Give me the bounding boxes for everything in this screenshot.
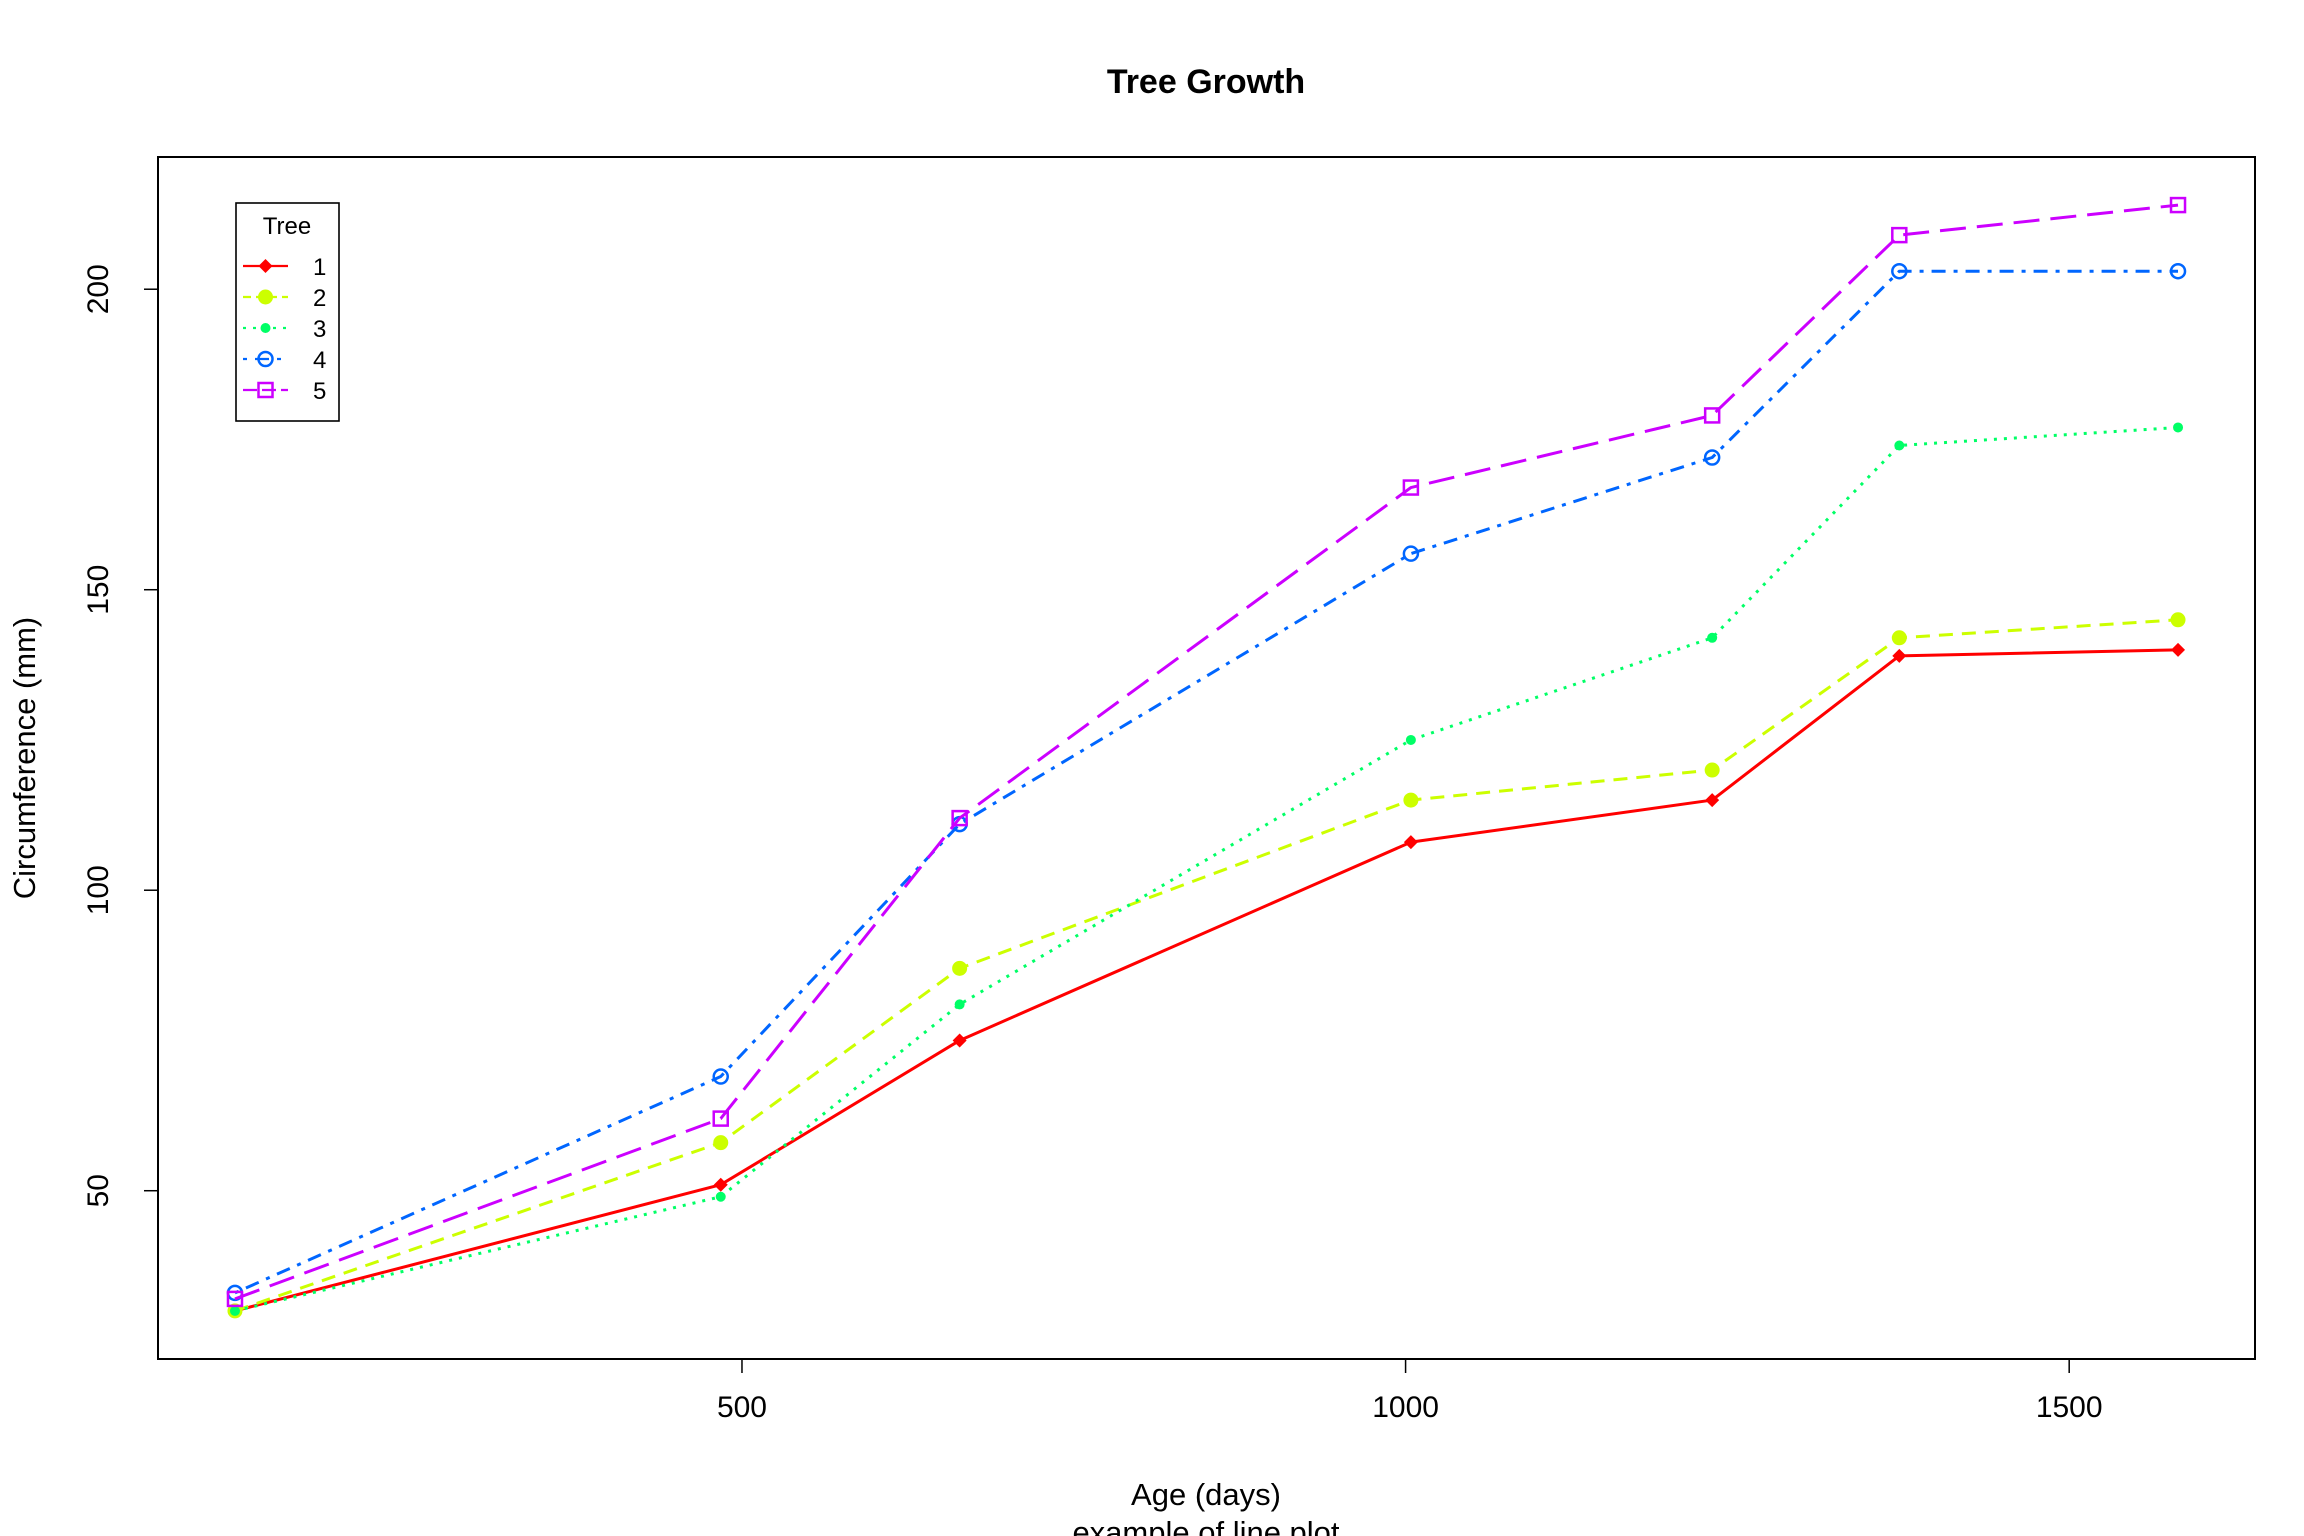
data-point: [952, 960, 968, 976]
legend-label: 3: [313, 316, 326, 343]
data-point: [1892, 648, 1907, 663]
data-point: [2170, 612, 2186, 628]
series-line: [234, 203, 2179, 1301]
legend-marker: [257, 350, 274, 368]
legend-label: 2: [313, 285, 326, 312]
data-point: [226, 1290, 244, 1308]
series-line: [234, 648, 2179, 1313]
data-point: [952, 1033, 967, 1048]
legend-label: 4: [313, 347, 326, 374]
legend-label: 1: [313, 254, 326, 281]
series-1: [227, 642, 2186, 1318]
plot-frame: [157, 156, 2256, 1360]
data-point: [1704, 762, 1720, 778]
y-tick-label: 200: [82, 264, 115, 314]
legend-item-2: 2: [243, 285, 326, 312]
data-point: [951, 809, 968, 827]
y-tick-label: 150: [82, 565, 115, 615]
legend-title: Tree: [263, 213, 311, 240]
chart-subtitle: example of line plot: [1072, 1515, 1339, 1536]
data-point: [1703, 407, 1721, 424]
legend-item-1: 1: [243, 254, 326, 281]
series-line: [234, 425, 2179, 1313]
legend-label: 5: [313, 378, 326, 405]
data-point: [713, 1177, 728, 1192]
legend-box: [235, 202, 340, 422]
legend-items: 1 2 3 4 5: [243, 254, 326, 405]
data-point: [1703, 449, 1721, 466]
data-point: [229, 1305, 240, 1316]
data-point: [2171, 642, 2186, 657]
legend-marker: [258, 259, 273, 273]
data-point: [1402, 545, 1420, 562]
data-point: [954, 999, 965, 1010]
series-3: [229, 422, 2184, 1316]
y-axis: 50 100 150 200: [82, 264, 159, 1207]
legend-item-4: 4: [243, 347, 326, 374]
data-point: [2169, 196, 2187, 214]
data-point: [1405, 734, 1416, 745]
series-4: [226, 262, 2187, 1302]
data-point: [1891, 226, 1908, 244]
x-tick-label: 1500: [2036, 1391, 2103, 1424]
data-point: [1403, 835, 1418, 850]
y-axis-label: Circumference (mm): [7, 617, 42, 899]
legend-marker: [258, 289, 273, 305]
data-point: [2169, 262, 2187, 280]
legend-marker: [257, 381, 274, 399]
data-point: [1891, 630, 1907, 646]
series-2: [227, 612, 2186, 1319]
legend-item-5: 5: [243, 378, 326, 405]
chart-title: Tree Growth: [1107, 63, 1305, 101]
x-tick-label: 500: [717, 1391, 767, 1424]
data-point: [1894, 440, 1905, 451]
data-point: [1402, 479, 1420, 496]
data-point: [715, 1191, 726, 1202]
data-point: [1403, 792, 1419, 808]
series-line: [234, 269, 2179, 1295]
x-axis-label: Age (days): [1131, 1477, 1281, 1512]
series-line: [234, 618, 2179, 1313]
series-layer: [226, 196, 2187, 1319]
y-tick-label: 50: [82, 1174, 115, 1207]
data-point: [712, 1068, 729, 1085]
data-point: [713, 1135, 729, 1151]
data-point: [1705, 793, 1720, 808]
x-tick-label: 1000: [1372, 1391, 1439, 1424]
data-point: [712, 1110, 729, 1127]
legend-marker: [260, 323, 271, 333]
y-tick-label: 100: [82, 865, 115, 915]
x-axis: 500 1000 1500: [717, 1358, 2103, 1424]
data-point: [1707, 632, 1718, 643]
legend: Tree 1 2 3 4 5: [235, 202, 340, 422]
series-5: [226, 196, 2187, 1308]
data-point: [1891, 262, 1908, 280]
data-point: [2173, 422, 2184, 433]
legend-item-3: 3: [243, 316, 326, 343]
